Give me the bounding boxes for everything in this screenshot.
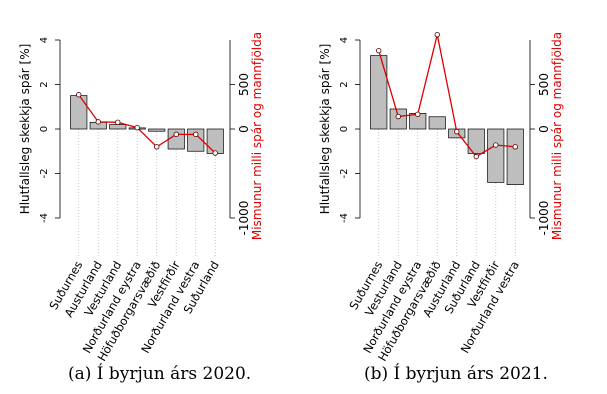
line-point-nordurland-eystra: [134, 124, 140, 131]
y2-tick-label--1000: -1000: [237, 201, 251, 236]
bar-vestfirdir: [487, 128, 505, 183]
bar-sudurnes: [370, 55, 388, 130]
y-tick-label--2: -2: [39, 169, 50, 179]
line-series: [78, 94, 216, 154]
line-point-sudurnes: [376, 47, 382, 54]
y-tick-label-0: 0: [39, 126, 50, 132]
y2-tick-label-500: 500: [237, 73, 251, 96]
y-tick-label--4: -4: [39, 213, 50, 223]
y-axis-label: Hlutfallsleg skekkja spár [%]: [18, 44, 32, 215]
line-point-hofudborgarsvaedid: [154, 144, 160, 150]
y2-tick-label-0: 0: [537, 125, 551, 133]
bar-nordurland-vestra: [506, 128, 524, 185]
y-tick-label-4: 4: [39, 37, 50, 43]
y2-axis-label: Mismunur milli spár og mannfjölda: [250, 32, 264, 240]
y2-tick-label-0: 0: [237, 125, 251, 133]
y2-axis-label: Mismunur milli spár og mannfjölda: [550, 32, 564, 240]
y-tick-label--4: -4: [339, 213, 350, 223]
line-point-austurland: [454, 128, 460, 135]
chart-panel-b: -4 -2 0 2 4 Hlutfallsleg skekkja spár [%] -100…: [318, 31, 564, 364]
line-series: [378, 34, 516, 158]
line-point-sudurland: [212, 150, 218, 156]
y-tick-label-2: 2: [39, 81, 50, 87]
bar-sudurland: [206, 128, 224, 154]
caption-b: (b) Í byrjun árs 2021.: [364, 364, 548, 384]
bar-sudurnes: [70, 95, 88, 130]
line-point-nordurland-eystra: [415, 111, 421, 118]
bar-sudurland: [467, 128, 485, 154]
y-tick-label-4: 4: [339, 37, 350, 43]
y2-tick-label-500: 500: [537, 73, 551, 96]
line-point-vestfirdir: [173, 131, 179, 138]
line-point-vestfirdir: [493, 142, 499, 148]
line-point-nordurland-vestra: [193, 131, 199, 138]
y-tick-label-0: 0: [339, 126, 350, 132]
chart-panel-a: -4 -2 0 2 4 Hlutfallsleg skekkja spár [%] -100…: [18, 32, 264, 364]
bar-hofudborgarsvaedid: [428, 116, 446, 130]
line-point-vesturland: [115, 119, 121, 126]
y-axis-label: Hlutfallsleg skekkja spár [%]: [318, 44, 332, 215]
caption-a: (a) Í byrjun árs 2020.: [68, 364, 252, 384]
line-point-nordurland-vestra: [512, 144, 518, 150]
line-point-hofudborgarsvaedid: [434, 31, 440, 38]
line-point-austurland: [95, 119, 101, 125]
bar-hofudborgarsvaedid: [148, 128, 166, 132]
bar-vesturland: [109, 124, 127, 130]
line-point-vesturland: [395, 113, 401, 120]
line-point-sudurnes: [76, 92, 82, 98]
y-tick-label--2: -2: [339, 169, 350, 179]
y-tick-label-2: 2: [339, 81, 350, 87]
y2-tick-label--1000: -1000: [537, 201, 551, 236]
line-point-sudurland: [473, 153, 479, 160]
